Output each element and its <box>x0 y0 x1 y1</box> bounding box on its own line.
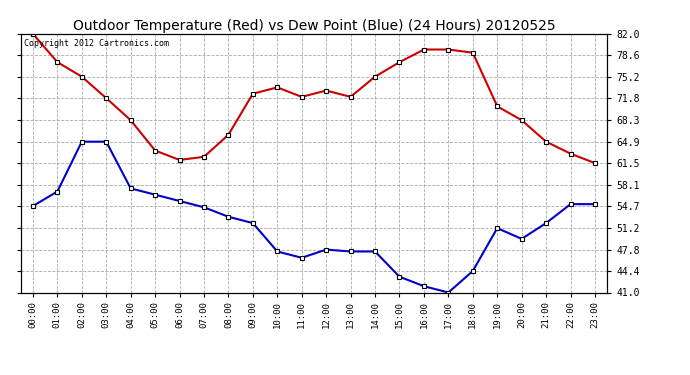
Title: Outdoor Temperature (Red) vs Dew Point (Blue) (24 Hours) 20120525: Outdoor Temperature (Red) vs Dew Point (… <box>72 19 555 33</box>
Text: Copyright 2012 Cartronics.com: Copyright 2012 Cartronics.com <box>23 39 168 48</box>
